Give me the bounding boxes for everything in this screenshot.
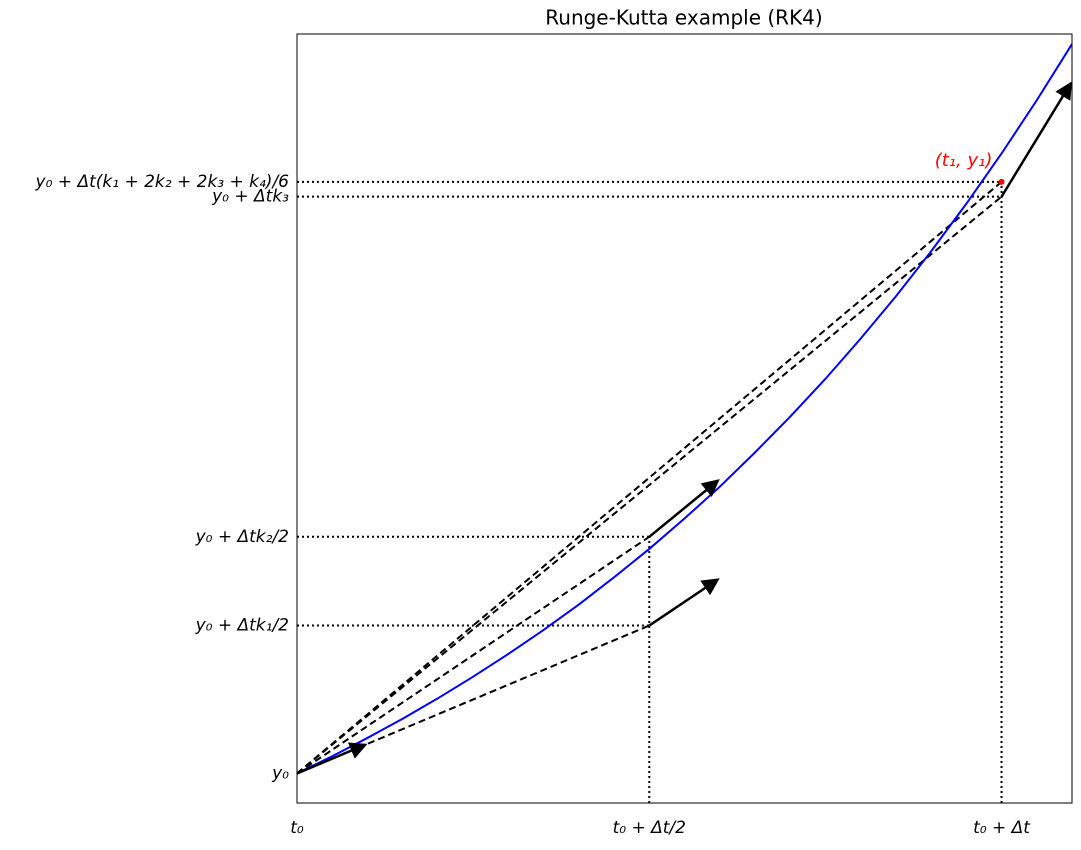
- slope-arrow: [648, 479, 720, 538]
- plot-area: [297, 43, 1072, 803]
- plot-frame: [296, 33, 1073, 804]
- slope-arrow: [296, 742, 368, 775]
- y-tick-label: y₀ + Δtk₂/2: [195, 527, 289, 547]
- y-tick-label: y₀ + Δt(k₁ + 2k₂ + 2k₃ + k₄)/6: [35, 172, 290, 192]
- y-tick-label: y₀: [271, 763, 289, 783]
- result-point: [998, 178, 1005, 185]
- stage-line: [297, 535, 650, 775]
- x-tick-label: t₀ + Δt/2: [613, 818, 686, 838]
- chart-title: Runge-Kutta example (RK4): [545, 6, 822, 30]
- point-label: (t₁, y₁): [935, 150, 993, 171]
- y-tick-label: y₀ + Δtk₃: [211, 187, 289, 207]
- stage-line: [297, 195, 1003, 775]
- stage-line: [297, 181, 1003, 775]
- y-tick-label: y₀ + Δtk₁/2: [195, 616, 289, 636]
- stage-line: [297, 624, 650, 775]
- x-tick-label: t₀ + Δt: [973, 818, 1031, 838]
- x-tick-label: t₀: [290, 818, 304, 838]
- solution-curve: [297, 43, 1072, 775]
- slope-arrow: [1000, 81, 1073, 198]
- slope-arrow: [648, 578, 720, 627]
